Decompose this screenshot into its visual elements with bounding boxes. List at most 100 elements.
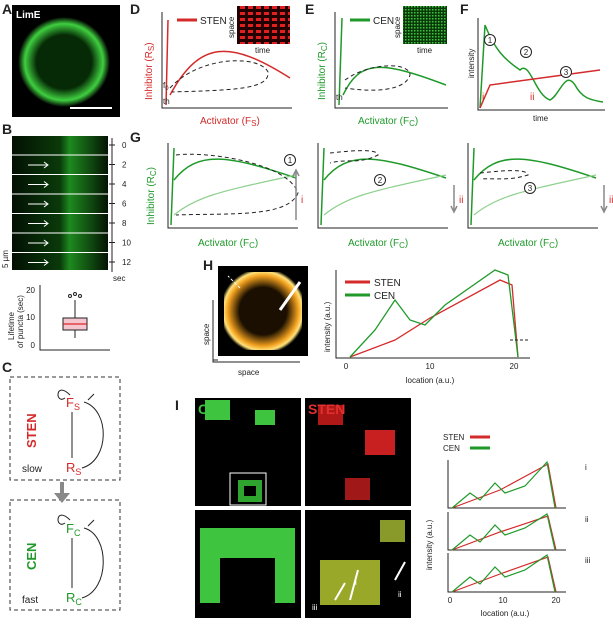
module-name: CEN — [24, 543, 39, 570]
nullcline — [165, 19, 169, 106]
panel-letter: D — [130, 1, 140, 17]
profile — [451, 515, 557, 551]
time-ticks: 0 2 4 6 8 10 12 — [12, 141, 131, 267]
axes — [335, 270, 530, 359]
tick-label: 10 — [426, 362, 435, 371]
node: FS — [66, 395, 80, 412]
nullcline — [323, 174, 447, 216]
circle-label: 3 — [564, 68, 569, 77]
circle-label: 2 — [524, 48, 529, 57]
trace — [479, 69, 601, 109]
arrows — [57, 514, 104, 599]
legend-label: CEN — [374, 291, 395, 302]
blob — [318, 405, 343, 425]
nullcline — [320, 147, 325, 226]
panel-letter: C — [2, 359, 12, 375]
panel-letter: B — [2, 121, 12, 137]
nullcline — [170, 147, 175, 226]
line-scan — [278, 281, 302, 311]
module-box — [9, 376, 121, 481]
x-label: location (a.u.) — [481, 609, 530, 618]
panel-e: E th Inhibitor (RC) Activator (FC) CEN s… — [305, 1, 448, 128]
circle-marker — [524, 182, 536, 194]
circle-marker — [560, 66, 572, 78]
circle-label: 1 — [288, 156, 293, 165]
time-label: 12 — [122, 258, 131, 267]
label-part: Activator (F — [348, 238, 399, 249]
label-part: Activator (F — [198, 238, 249, 249]
panel-letter: G — [130, 129, 141, 145]
tick-label: 10 — [26, 313, 35, 322]
trajectory — [344, 65, 411, 91]
label-part: C — [399, 241, 405, 250]
speed: fast — [22, 595, 38, 606]
label-part: Activator (F — [498, 238, 549, 249]
arrow — [28, 161, 49, 169]
inset — [237, 6, 290, 44]
image-y: space — [202, 323, 211, 345]
arrow — [28, 220, 49, 227]
row-label: ii — [585, 515, 589, 524]
time-label: 2 — [122, 161, 127, 170]
axes — [161, 12, 292, 109]
shape — [73, 292, 77, 296]
panel-f: F 1 2 3 i ii intensity time — [460, 1, 605, 123]
circle-marker — [520, 46, 532, 58]
image-label: CEN — [198, 401, 228, 417]
label-part: C — [249, 241, 255, 250]
panel-i: I CEN STEN iii i ii STEN CEN intensity (… — [175, 397, 591, 618]
panel-letter: H — [203, 257, 213, 273]
label-part: ) — [144, 42, 155, 45]
label-part: ) — [405, 238, 408, 249]
mark: th — [163, 97, 170, 106]
axes — [467, 143, 598, 229]
axes — [167, 143, 298, 229]
roi-label: iii — [312, 603, 318, 612]
y-label: of puncta (sec) — [16, 295, 25, 348]
phase: ii — [530, 92, 534, 103]
line-scan — [349, 569, 359, 601]
panel-letter: F — [460, 1, 469, 17]
arrow — [600, 185, 608, 214]
label-part: Activator (F — [358, 116, 409, 127]
legend-label: STEN — [200, 16, 227, 27]
node-text: F — [66, 521, 74, 536]
circle-marker — [484, 34, 496, 46]
label-part: Inhibitor (R — [317, 51, 328, 100]
circle-marker — [284, 154, 296, 166]
tick-label: 0 — [31, 341, 36, 350]
image-x: space — [238, 368, 260, 377]
profile — [451, 463, 557, 509]
node-sub: C — [74, 528, 81, 538]
label-part: Inhibitor (R — [146, 176, 157, 225]
panel-a: A LimE — [2, 1, 120, 117]
label-part: C — [149, 170, 158, 176]
arrow — [227, 275, 241, 289]
nullcline — [473, 174, 597, 216]
kymograph — [12, 136, 108, 270]
x-label: location (a.u.) — [406, 376, 455, 385]
mark-text: f — [163, 81, 166, 90]
arrow — [292, 168, 300, 220]
tick-label: 10 — [499, 596, 508, 605]
circle-label: 3 — [528, 184, 533, 193]
roi-label: i — [355, 578, 357, 587]
legend-label: STEN — [443, 433, 465, 442]
blob — [255, 410, 275, 425]
node-sub: S — [75, 467, 81, 477]
axes — [39, 285, 110, 351]
inset-y: space — [227, 16, 236, 38]
nullcline — [338, 17, 343, 106]
label-part: ) — [146, 167, 157, 170]
node: RC — [66, 590, 82, 607]
phase: i — [482, 92, 484, 103]
label-part: C — [549, 241, 555, 250]
time-label: 10 — [122, 239, 131, 248]
x-label: time — [533, 114, 549, 123]
blob — [345, 478, 370, 500]
label-part: ) — [415, 116, 418, 127]
row-label: iii — [585, 556, 591, 565]
scale-label: 5 µm — [1, 250, 10, 268]
